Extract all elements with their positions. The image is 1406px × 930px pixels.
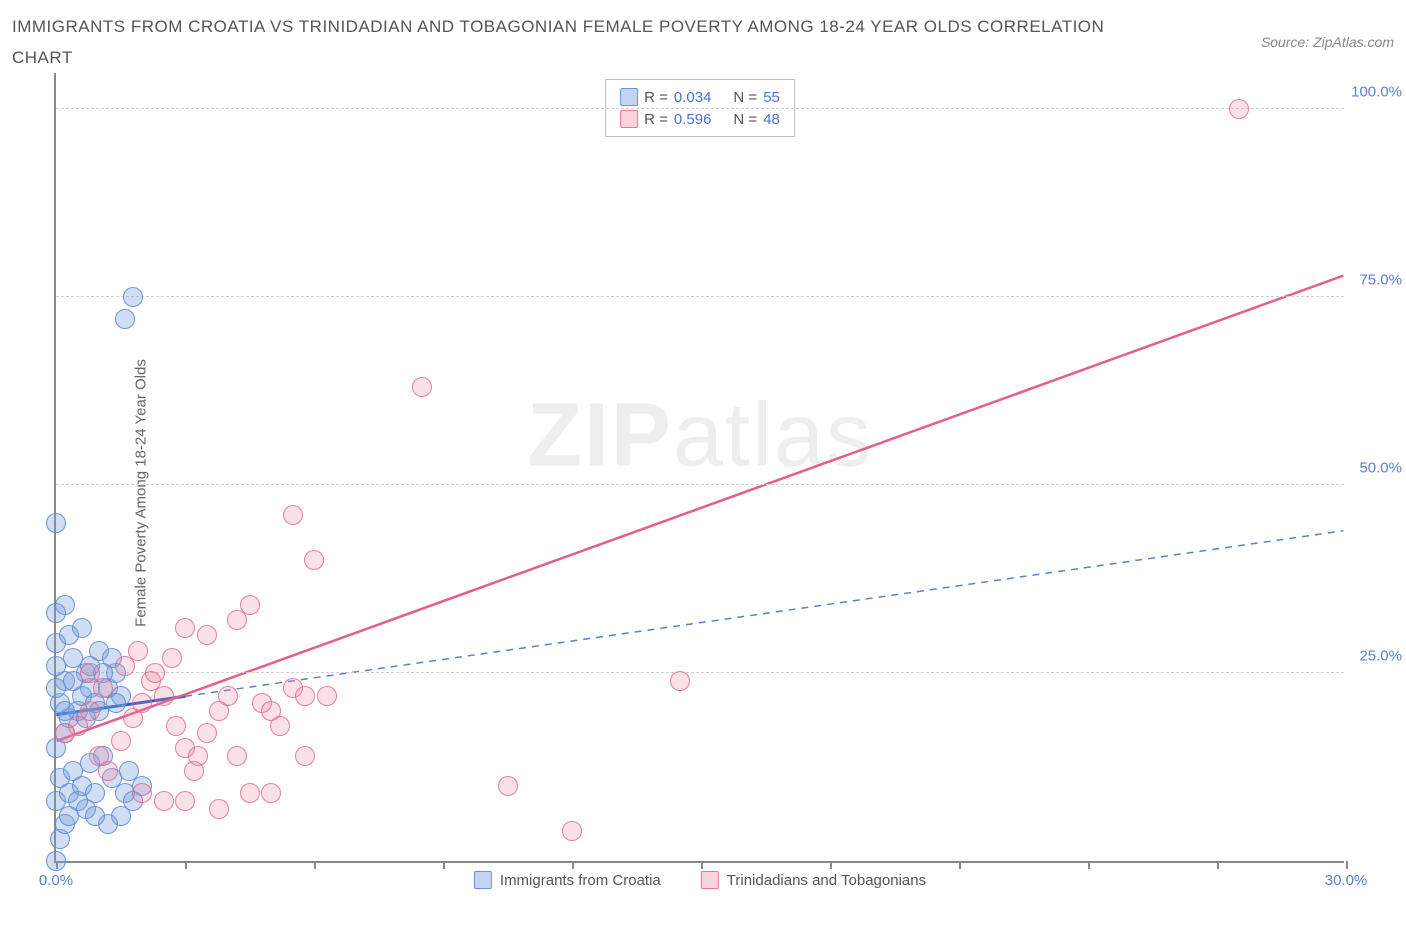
data-point-blue	[59, 806, 79, 826]
data-point-pink	[209, 799, 229, 819]
legend-n-value: 55	[763, 89, 780, 106]
data-point-pink	[498, 776, 518, 796]
y-tick-label: 50.0%	[1359, 460, 1402, 477]
gridline-h	[56, 296, 1344, 297]
data-point-pink	[98, 761, 118, 781]
data-point-pink	[145, 663, 165, 683]
data-point-blue	[85, 783, 105, 803]
data-point-pink	[1229, 99, 1249, 119]
data-point-blue	[46, 851, 66, 871]
x-tick	[830, 861, 832, 869]
data-point-blue	[85, 806, 105, 826]
data-point-pink	[154, 686, 174, 706]
data-point-pink	[166, 716, 186, 736]
legend-bottom-item: Immigrants from Croatia	[474, 871, 661, 889]
legend-swatch	[620, 110, 638, 128]
data-point-pink	[80, 701, 100, 721]
y-tick-label: 75.0%	[1359, 271, 1402, 288]
data-point-pink	[562, 821, 582, 841]
chart-title: IMMIGRANTS FROM CROATIA VS TRINIDADIAN A…	[12, 12, 1112, 73]
data-point-pink	[175, 791, 195, 811]
data-point-pink	[670, 671, 690, 691]
data-point-pink	[261, 783, 281, 803]
data-point-pink	[184, 761, 204, 781]
data-point-pink	[197, 723, 217, 743]
gridline-h	[56, 484, 1344, 485]
data-point-blue	[123, 287, 143, 307]
x-tick	[1346, 861, 1348, 869]
legend-r-label: R =	[644, 111, 668, 128]
data-point-pink	[162, 648, 182, 668]
x-tick	[314, 861, 316, 869]
header: IMMIGRANTS FROM CROATIA VS TRINIDADIAN A…	[12, 12, 1394, 73]
legend-bottom: Immigrants from Croatia Trinidadians and …	[474, 871, 926, 889]
legend-row: R = 0.596 N = 48	[620, 108, 780, 130]
data-point-pink	[218, 686, 238, 706]
legend-r-value: 0.034	[674, 89, 712, 106]
data-point-pink	[175, 618, 195, 638]
data-point-pink	[412, 377, 432, 397]
y-tick-label: 100.0%	[1351, 83, 1402, 100]
legend-swatch	[701, 871, 719, 889]
plot-area: ZIPatlas R =0.034N =55R =0.596N =48 Immi…	[54, 73, 1344, 863]
data-point-pink	[227, 746, 247, 766]
x-tick-label: 0.0%	[39, 872, 73, 889]
gridline-h	[56, 672, 1344, 673]
trend-lines	[56, 73, 1344, 861]
x-tick	[1088, 861, 1090, 869]
x-tick	[443, 861, 445, 869]
watermark: ZIPatlas	[527, 384, 873, 487]
data-point-pink	[304, 550, 324, 570]
data-point-blue	[119, 761, 139, 781]
x-tick	[1217, 861, 1219, 869]
legend-n-label: N =	[733, 111, 757, 128]
legend-series-label: Immigrants from Croatia	[500, 872, 661, 889]
legend-series-label: Trinidadians and Tobagonians	[727, 872, 926, 889]
chart-container: Female Poverty Among 18-24 Year Olds ZIP…	[12, 73, 1394, 913]
legend-bottom-item: Trinidadians and Tobagonians	[701, 871, 926, 889]
data-point-pink	[197, 625, 217, 645]
legend-swatch	[474, 871, 492, 889]
data-point-pink	[295, 686, 315, 706]
x-tick	[185, 861, 187, 869]
data-point-pink	[240, 595, 260, 615]
data-point-pink	[128, 641, 148, 661]
data-point-blue	[46, 513, 66, 533]
data-point-blue	[72, 618, 92, 638]
legend-n-label: N =	[733, 89, 757, 106]
x-tick-label: 30.0%	[1325, 872, 1368, 889]
data-point-pink	[154, 791, 174, 811]
data-point-pink	[240, 783, 260, 803]
data-point-pink	[111, 731, 131, 751]
data-point-blue	[115, 309, 135, 329]
y-tick-label: 25.0%	[1359, 648, 1402, 665]
data-point-pink	[132, 693, 152, 713]
data-point-blue	[55, 595, 75, 615]
data-point-pink	[295, 746, 315, 766]
data-point-pink	[270, 716, 290, 736]
x-tick	[959, 861, 961, 869]
data-point-pink	[93, 678, 113, 698]
source-label: Source: ZipAtlas.com	[1261, 12, 1394, 50]
legend-r-value: 0.596	[674, 111, 712, 128]
x-tick	[572, 861, 574, 869]
data-point-pink	[317, 686, 337, 706]
data-point-pink	[132, 783, 152, 803]
legend-row: R = 0.034 N = 55	[620, 86, 780, 108]
legend-r-label: R =	[644, 89, 668, 106]
legend-swatch	[620, 88, 638, 106]
x-tick	[701, 861, 703, 869]
data-point-blue	[46, 678, 66, 698]
gridline-h	[56, 108, 1344, 109]
legend-n-value: 48	[763, 111, 780, 128]
data-point-pink	[283, 505, 303, 525]
